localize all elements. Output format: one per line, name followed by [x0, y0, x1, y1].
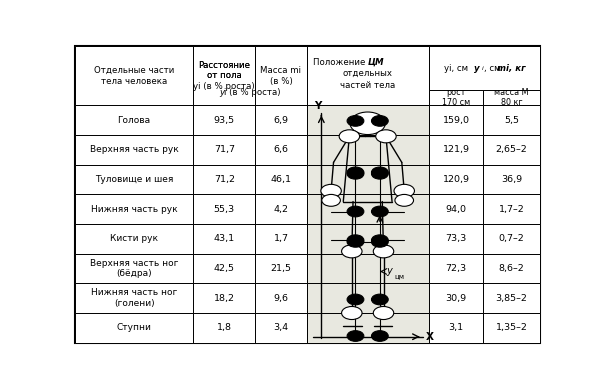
- Text: Верхняя часть рук: Верхняя часть рук: [90, 146, 178, 154]
- Text: 159,0: 159,0: [442, 116, 469, 125]
- Circle shape: [321, 184, 341, 198]
- Text: ЦМ: ЦМ: [368, 58, 384, 67]
- Text: 6,9: 6,9: [274, 116, 289, 125]
- Text: 5,5: 5,5: [504, 116, 519, 125]
- Text: 4,2: 4,2: [274, 205, 289, 214]
- Text: i: i: [482, 65, 484, 70]
- Text: 42,5: 42,5: [214, 264, 235, 273]
- Text: 9,6: 9,6: [274, 294, 289, 303]
- Text: Кисти рук: Кисти рук: [110, 234, 158, 243]
- Text: частей тела: частей тела: [340, 81, 395, 90]
- Text: Верхняя часть ног
(бёдра): Верхняя часть ног (бёдра): [90, 259, 178, 278]
- Circle shape: [322, 194, 340, 206]
- Text: 2,65–2: 2,65–2: [496, 146, 527, 154]
- Text: 3,4: 3,4: [274, 323, 289, 332]
- Circle shape: [347, 236, 364, 247]
- Circle shape: [371, 236, 388, 247]
- Circle shape: [376, 130, 396, 143]
- Text: 55,3: 55,3: [214, 205, 235, 214]
- Text: 93,5: 93,5: [214, 116, 235, 125]
- Text: Нижняя часть ног
(голени): Нижняя часть ног (голени): [91, 288, 177, 308]
- Circle shape: [347, 294, 364, 305]
- Circle shape: [341, 306, 362, 320]
- Text: 94,0: 94,0: [445, 205, 466, 214]
- Text: Масса mi
(в %): Масса mi (в %): [260, 66, 301, 86]
- Circle shape: [371, 235, 388, 246]
- Circle shape: [347, 167, 364, 178]
- Text: 121,9: 121,9: [442, 146, 469, 154]
- Text: Отдельные части
тела человека: Отдельные части тела человека: [94, 66, 174, 86]
- Circle shape: [395, 194, 413, 206]
- Text: 73,3: 73,3: [445, 234, 467, 243]
- Text: 6,6: 6,6: [274, 146, 289, 154]
- Text: yi, см: yi, см: [444, 64, 468, 72]
- Bar: [428, 90, 483, 105]
- Text: 120,9: 120,9: [442, 175, 469, 184]
- Circle shape: [341, 245, 362, 258]
- Text: цм: цм: [394, 273, 404, 279]
- Text: y: y: [474, 64, 479, 72]
- Text: 3,85–2: 3,85–2: [496, 294, 527, 303]
- Circle shape: [373, 245, 394, 258]
- Circle shape: [347, 235, 364, 246]
- Text: 71,7: 71,7: [214, 146, 235, 154]
- Circle shape: [371, 331, 388, 341]
- Circle shape: [371, 294, 388, 305]
- Text: Расстояние
от пола
yi (в % роста): Расстояние от пола yi (в % роста): [193, 60, 255, 91]
- Text: 43,1: 43,1: [214, 234, 235, 243]
- Circle shape: [347, 116, 364, 126]
- Text: Положение: Положение: [313, 58, 368, 67]
- Bar: [483, 90, 540, 105]
- Text: рост
170 см: рост 170 см: [442, 88, 470, 107]
- Text: 1,7–2: 1,7–2: [499, 205, 524, 214]
- Text: X: X: [426, 332, 434, 342]
- Text: 1,35–2: 1,35–2: [496, 323, 527, 332]
- Text: 1,8: 1,8: [217, 323, 232, 332]
- Circle shape: [347, 169, 364, 179]
- Circle shape: [339, 130, 359, 143]
- Circle shape: [371, 167, 388, 178]
- Text: 1,7: 1,7: [274, 234, 289, 243]
- Text: масса M
80 кг: масса M 80 кг: [494, 88, 529, 107]
- Circle shape: [394, 184, 415, 198]
- Circle shape: [371, 206, 388, 217]
- Text: mi, кг: mi, кг: [497, 64, 526, 72]
- Text: , см: , см: [484, 64, 501, 72]
- Text: Нижняя часть рук: Нижняя часть рук: [91, 205, 178, 214]
- Text: $y$: $y$: [386, 266, 394, 278]
- Circle shape: [373, 306, 394, 320]
- Text: 71,2: 71,2: [214, 175, 235, 184]
- Circle shape: [371, 169, 388, 179]
- Circle shape: [347, 206, 364, 217]
- Circle shape: [350, 112, 385, 134]
- Text: Расстояние
от пола: Расстояние от пола: [198, 60, 250, 91]
- Text: 46,1: 46,1: [271, 175, 292, 184]
- Circle shape: [347, 331, 364, 341]
- Text: 3,1: 3,1: [448, 323, 463, 332]
- Text: 21,5: 21,5: [271, 264, 292, 273]
- Text: Голова: Голова: [118, 116, 151, 125]
- Text: i (в % роста): i (в % роста): [224, 88, 281, 97]
- Text: отдельных: отдельных: [343, 69, 392, 78]
- Text: Y: Y: [314, 101, 322, 111]
- Text: 30,9: 30,9: [445, 294, 466, 303]
- Text: 0,7–2: 0,7–2: [499, 234, 524, 243]
- Text: y: y: [219, 88, 224, 97]
- Text: 18,2: 18,2: [214, 294, 235, 303]
- Text: Туловище и шея: Туловище и шея: [95, 175, 173, 184]
- Circle shape: [371, 116, 388, 126]
- Text: 36,9: 36,9: [501, 175, 522, 184]
- Text: 8,6–2: 8,6–2: [499, 264, 524, 273]
- Text: 72,3: 72,3: [445, 264, 466, 273]
- Text: Ступни: Ступни: [116, 323, 152, 332]
